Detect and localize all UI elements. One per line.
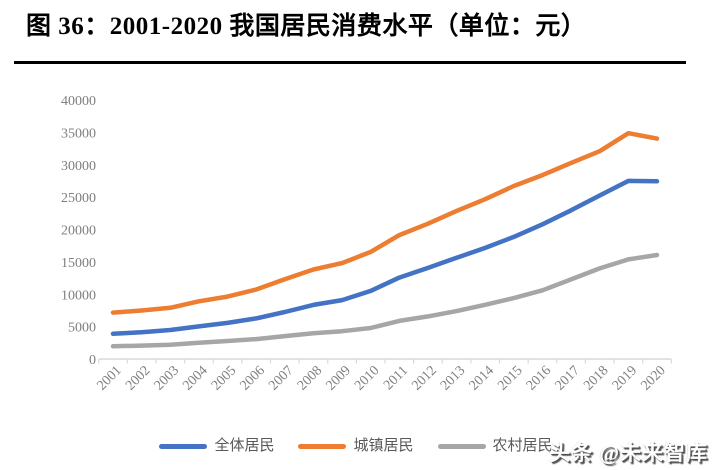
y-axis-tick-label: 5000 (68, 321, 96, 336)
chart-legend: 全体居民 城镇居民 农村居民 (0, 431, 712, 461)
legend-item-农村居民: 农村居民 (437, 437, 553, 454)
y-axis-tick-label: 40000 (61, 94, 96, 109)
watermark-text: 头条 @未来智库 (549, 441, 708, 465)
x-axis-tick-label: 2009 (323, 363, 353, 393)
title-divider-rule (14, 61, 686, 64)
x-axis-tick-label: 2012 (409, 363, 439, 393)
y-axis-tick-label: 0 (89, 353, 96, 368)
x-axis-tick-label: 2017 (553, 363, 583, 393)
y-axis-tick-label: 25000 (61, 191, 96, 206)
legend-line-swatch (298, 443, 347, 449)
x-axis-tick-label: 2008 (295, 363, 325, 393)
y-axis-tick-label: 15000 (61, 256, 96, 271)
y-axis-tick-label: 20000 (61, 224, 96, 239)
legend-item-全体居民: 全体居民 (159, 437, 275, 454)
x-axis-tick-label: 2013 (438, 363, 468, 393)
x-axis-tick-label: 2004 (180, 363, 210, 393)
x-axis-tick-label: 2015 (495, 363, 525, 393)
x-axis-tick-label: 2019 (610, 363, 640, 393)
figure-title: 图 36：2001-2020 我国居民消费水平（单位：元） (26, 13, 587, 40)
x-axis-tick-label: 2014 (467, 363, 497, 393)
x-axis-tick-label: 2005 (209, 363, 239, 393)
x-axis-tick-label: 2020 (638, 363, 668, 393)
legend-item-城镇居民: 城镇居民 (298, 437, 414, 454)
x-axis-tick-label: 2002 (123, 363, 153, 393)
legend-label: 农村居民 (492, 437, 553, 454)
x-axis-tick-label: 2006 (238, 363, 268, 393)
legend-label: 城镇居民 (353, 437, 414, 454)
legend-line-swatch (159, 443, 208, 449)
legend-label: 全体居民 (214, 437, 275, 454)
x-axis-tick-label: 2010 (352, 363, 382, 393)
x-axis-tick-label: 2018 (581, 363, 611, 393)
y-axis-tick-label: 35000 (61, 126, 96, 141)
series-line-城镇居民 (110, 130, 660, 315)
x-axis-tick-label: 2001 (94, 363, 124, 393)
x-axis-tick-label: 2003 (152, 363, 182, 393)
x-axis-tick-label: 2016 (524, 363, 554, 393)
x-axis-tick-label: 2011 (381, 363, 411, 393)
series-line-全体居民 (110, 178, 660, 337)
legend-line-swatch (437, 443, 486, 449)
y-axis-tick-label: 10000 (61, 288, 96, 303)
x-axis-tick-label: 2007 (266, 363, 296, 393)
series-line-农村居民 (110, 252, 660, 349)
y-axis-tick-label: 30000 (61, 159, 96, 174)
